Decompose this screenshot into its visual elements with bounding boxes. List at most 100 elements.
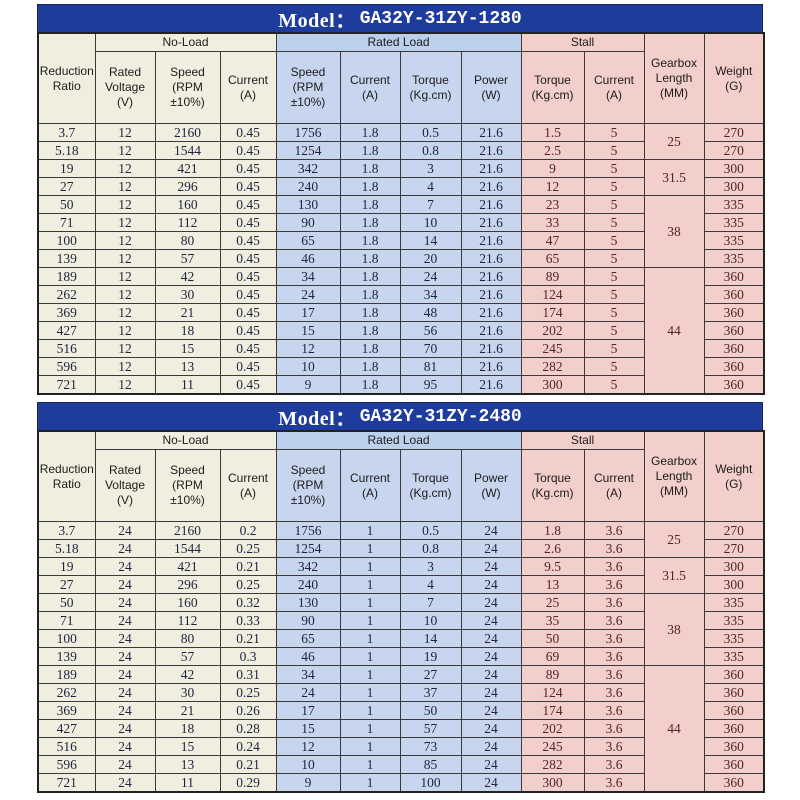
- cell-rated-speed: 10: [275, 755, 341, 774]
- cell-rated-torque: 27: [399, 665, 462, 684]
- cell-stall-torque: 65: [520, 249, 585, 268]
- cell-stall-current: 3.6: [583, 647, 645, 666]
- cell-weight: 360: [703, 303, 765, 322]
- cell-no-load-current: 0.45: [219, 249, 277, 268]
- cell-rated-speed: 1756: [275, 123, 341, 142]
- cell-no-load-current: 0.2: [219, 521, 277, 540]
- cell-stall-torque: 282: [520, 755, 585, 774]
- table-row: 50 24 160 0.32 130 1 7 24 25 3.6 38 335: [37, 593, 765, 666]
- cell-rated-current: 1: [339, 755, 401, 774]
- header-reduction-ratio: Reduction Ratio: [37, 32, 96, 124]
- cell-stall-torque: 174: [520, 701, 585, 720]
- cell-rated-voltage: 24: [94, 683, 156, 702]
- cell-rated-current: 1.8: [339, 195, 401, 214]
- cell-no-load-current: 0.25: [219, 539, 277, 558]
- header-rated-current: Current (A): [339, 449, 401, 522]
- group-no-load: No-Load: [94, 430, 277, 450]
- cell-stall-current: 5: [583, 285, 645, 304]
- table-row: 369 12 21 0.45 17 1.8 48 21.6 174 5 360: [37, 303, 765, 322]
- cell-stall-current: 5: [583, 123, 645, 142]
- cell-no-load-current: 0.25: [219, 683, 277, 702]
- cell-rated-speed: 15: [275, 321, 341, 340]
- cell-no-load-speed: 1544: [154, 539, 221, 558]
- cell-no-load-speed: 21: [154, 701, 221, 720]
- cell-rated-speed: 90: [275, 611, 341, 630]
- cell-no-load-current: 0.45: [219, 141, 277, 160]
- table-row: 262 24 30 0.25 24 1 37 24 124 3.6 360: [37, 683, 765, 702]
- header-rated-speed: Speed (RPM ±10%): [275, 449, 341, 522]
- cell-reduction-ratio: 5.18: [37, 141, 96, 160]
- cell-rated-current: 1: [339, 737, 401, 756]
- cell-no-load-current: 0.21: [219, 755, 277, 774]
- model-title-bar: Model： GA32Y-31ZY-2480: [37, 402, 763, 430]
- cell-rated-speed: 34: [275, 665, 341, 684]
- cell-no-load-current: 0.45: [219, 231, 277, 250]
- table-row: 19 12 421 0.45 342 1.8 3 21.6 9 5 31.5 300: [37, 159, 765, 196]
- header-rated-torque: Torque (Kg.cm): [399, 51, 462, 124]
- cell-rated-speed: 130: [275, 593, 341, 612]
- cell-stall-current: 3.6: [583, 755, 645, 774]
- cell-no-load-current: 0.45: [219, 357, 277, 376]
- group-stall: Stall: [520, 32, 645, 52]
- cell-stall-current: 5: [583, 231, 645, 250]
- cell-rated-current: 1: [339, 683, 401, 702]
- header-reduction-ratio: Reduction Ratio: [37, 430, 96, 522]
- cell-stall-torque: 35: [520, 611, 585, 630]
- cell-no-load-speed: 15: [154, 339, 221, 358]
- cell-no-load-speed: 160: [154, 195, 221, 214]
- cell-rated-current: 1.8: [339, 177, 401, 196]
- cell-rated-speed: 24: [275, 683, 341, 702]
- cell-reduction-ratio: 516: [37, 339, 96, 358]
- cell-rated-voltage: 24: [94, 773, 156, 793]
- cell-stall-torque: 47: [520, 231, 585, 250]
- cell-stall-current: 3.6: [583, 665, 645, 684]
- cell-gearbox-length: 25: [643, 123, 705, 160]
- cell-stall-torque: 2.6: [520, 539, 585, 558]
- cell-stall-current: 5: [583, 357, 645, 376]
- cell-weight: 360: [703, 683, 765, 702]
- cell-weight: 335: [703, 231, 765, 250]
- cell-rated-power: 24: [460, 755, 522, 774]
- cell-rated-voltage: 24: [94, 611, 156, 630]
- cell-stall-torque: 89: [520, 267, 585, 286]
- table-row: 189 12 42 0.45 34 1.8 24 21.6 89 5 44 360: [37, 267, 765, 395]
- cell-reduction-ratio: 596: [37, 357, 96, 376]
- cell-rated-current: 1: [339, 557, 401, 576]
- cell-no-load-speed: 13: [154, 755, 221, 774]
- cell-reduction-ratio: 139: [37, 249, 96, 268]
- cell-stall-torque: 2.5: [520, 141, 585, 160]
- cell-weight: 360: [703, 357, 765, 376]
- table-row: 139 24 57 0.3 46 1 19 24 69 3.6 335: [37, 647, 765, 666]
- cell-gearbox-length: 38: [643, 195, 705, 268]
- cell-rated-current: 1: [339, 629, 401, 648]
- cell-no-load-speed: 30: [154, 683, 221, 702]
- header-no-load-speed: Speed (RPM ±10%): [154, 449, 221, 522]
- cell-stall-current: 5: [583, 141, 645, 160]
- cell-rated-voltage: 24: [94, 593, 156, 612]
- cell-rated-torque: 100: [399, 773, 462, 793]
- cell-no-load-speed: 57: [154, 249, 221, 268]
- cell-rated-power: 24: [460, 665, 522, 684]
- cell-no-load-speed: 421: [154, 557, 221, 576]
- cell-stall-current: 3.6: [583, 629, 645, 648]
- cell-rated-speed: 65: [275, 629, 341, 648]
- table-row: 71 24 112 0.33 90 1 10 24 35 3.6 335: [37, 611, 765, 630]
- cell-gearbox-length: 44: [643, 267, 705, 395]
- cell-no-load-speed: 13: [154, 357, 221, 376]
- cell-rated-torque: 37: [399, 683, 462, 702]
- cell-rated-power: 21.6: [460, 123, 522, 142]
- cell-rated-voltage: 12: [94, 267, 156, 286]
- table-row: 189 24 42 0.31 34 1 27 24 89 3.6 44 360: [37, 665, 765, 793]
- cell-rated-speed: 24: [275, 285, 341, 304]
- cell-rated-voltage: 24: [94, 701, 156, 720]
- cell-stall-current: 5: [583, 339, 645, 358]
- cell-no-load-speed: 21: [154, 303, 221, 322]
- cell-reduction-ratio: 427: [37, 321, 96, 340]
- cell-weight: 300: [703, 159, 765, 178]
- cell-no-load-current: 0.45: [219, 339, 277, 358]
- cell-weight: 335: [703, 593, 765, 612]
- cell-rated-power: 21.6: [460, 141, 522, 160]
- cell-rated-speed: 240: [275, 575, 341, 594]
- group-rated-load: Rated Load: [275, 430, 522, 450]
- cell-rated-speed: 90: [275, 213, 341, 232]
